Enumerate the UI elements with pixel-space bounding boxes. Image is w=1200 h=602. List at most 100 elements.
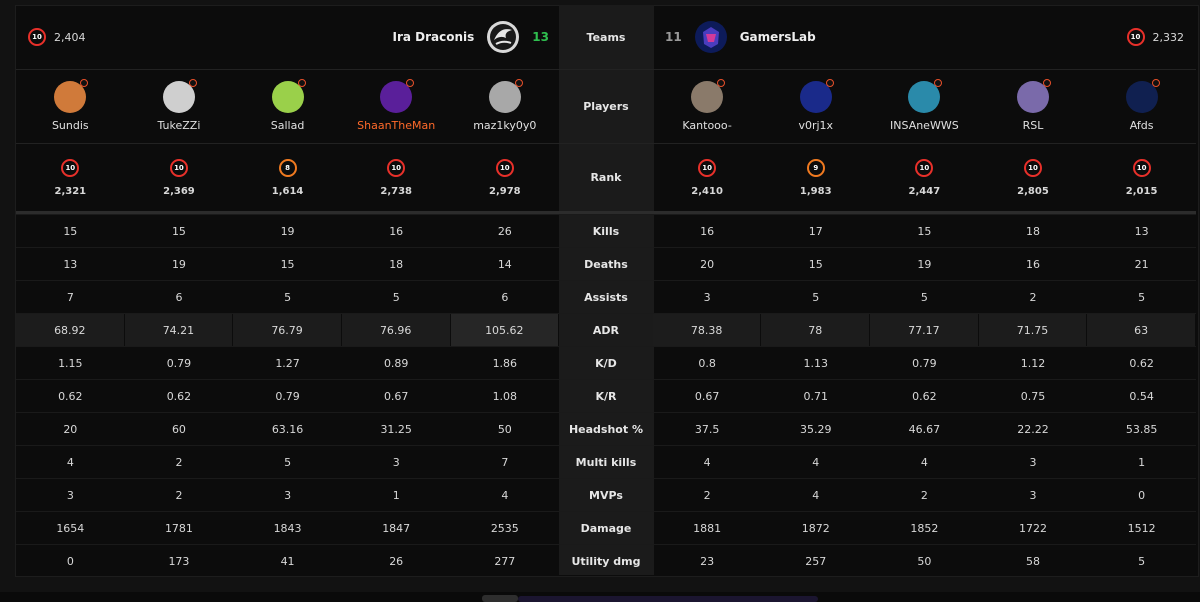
stat-value: 50 bbox=[497, 423, 512, 436]
stat-value: 15 bbox=[63, 225, 78, 238]
stat-value: 41 bbox=[280, 555, 295, 568]
player-card[interactable]: maz1ky0y0 bbox=[451, 70, 560, 143]
stat-value: 5 bbox=[392, 291, 400, 304]
center-label-column bbox=[559, 5, 654, 575]
avatar[interactable] bbox=[691, 79, 726, 113]
stat-label: MVPs bbox=[589, 489, 623, 502]
stat-value: 13 bbox=[63, 258, 78, 271]
stat-row-kills: 15 15 19 16 26 Kills 16 17 15 18 13 bbox=[16, 214, 1196, 248]
team-elo: 2,332 bbox=[1152, 30, 1185, 44]
player-card[interactable]: ShaanTheMan bbox=[342, 70, 451, 143]
team-name[interactable]: Ira Draconis bbox=[392, 30, 475, 44]
level-badge-icon: 10 bbox=[915, 158, 934, 177]
stat-value: 0.62 bbox=[912, 390, 937, 403]
stat-label: Assists bbox=[584, 291, 628, 304]
avatar[interactable] bbox=[54, 79, 89, 113]
player-elo: 2,015 bbox=[1125, 185, 1158, 197]
player-elo: 2,369 bbox=[163, 185, 195, 197]
stat-value: 5 bbox=[812, 291, 820, 304]
stat-value: 71.75 bbox=[978, 314, 1088, 347]
player-card[interactable]: Afds bbox=[1087, 70, 1196, 143]
avatar[interactable] bbox=[380, 79, 415, 113]
stat-value: 74.21 bbox=[124, 314, 234, 347]
stat-value: 46.67 bbox=[908, 423, 941, 436]
teams-row: 10 2,404 Ira Draconis 13 Teams 11 Gamers… bbox=[16, 5, 1196, 70]
player-name[interactable]: TukeZZi bbox=[157, 119, 201, 132]
stat-value: 1.08 bbox=[492, 390, 518, 403]
stat-value: 22.22 bbox=[1017, 423, 1049, 436]
player-name[interactable]: Sundis bbox=[51, 119, 89, 132]
stat-value: 1.86 bbox=[492, 357, 518, 370]
stat-value: 4 bbox=[703, 456, 711, 469]
avatar[interactable] bbox=[488, 79, 523, 113]
stat-value: 1881 bbox=[693, 522, 722, 535]
players-row: Sundis TukeZZi Sallad ShaanTheMan maz1ky… bbox=[16, 70, 1196, 144]
stat-value: 1847 bbox=[382, 522, 411, 535]
player-elo: 2,410 bbox=[691, 185, 723, 197]
player-name[interactable]: Kantooo- bbox=[682, 119, 732, 132]
stat-value: 4 bbox=[812, 456, 820, 469]
stat-value: 1722 bbox=[1019, 522, 1047, 535]
avatar[interactable] bbox=[799, 79, 834, 113]
avatar[interactable] bbox=[162, 79, 197, 113]
avatar[interactable] bbox=[1017, 79, 1051, 113]
stat-value: 5 bbox=[284, 291, 292, 304]
avatar[interactable] bbox=[1125, 79, 1160, 113]
stat-value: 277 bbox=[494, 555, 516, 568]
level-badge-icon: 10 bbox=[495, 158, 514, 177]
team-name[interactable]: GamersLab bbox=[739, 30, 816, 44]
stat-value: 16 bbox=[1026, 258, 1040, 271]
players-label: Players bbox=[583, 100, 629, 113]
stat-value: 15 bbox=[171, 225, 186, 238]
player-elo: 1,614 bbox=[271, 185, 304, 197]
player-name[interactable]: Sallad bbox=[270, 119, 305, 132]
stat-value: 60 bbox=[171, 423, 186, 436]
player-elo: 2,321 bbox=[54, 185, 87, 197]
stat-value: 20 bbox=[63, 423, 78, 436]
stat-value: 58 bbox=[1026, 555, 1040, 568]
team-logo-icon[interactable] bbox=[486, 20, 520, 54]
stat-value: 5 bbox=[284, 456, 292, 469]
team-logo-icon[interactable] bbox=[694, 20, 728, 54]
player-name[interactable]: INSAneWWS bbox=[890, 119, 959, 132]
stat-row-kr: 0.62 0.62 0.79 0.67 1.08 K/R 0.67 0.71 0… bbox=[16, 379, 1196, 413]
stat-value: 0 bbox=[1138, 489, 1146, 502]
player-card[interactable]: INSAneWWS bbox=[870, 70, 979, 143]
level-badge-icon: 10 bbox=[61, 158, 80, 177]
rank-label: Rank bbox=[590, 171, 622, 184]
player-card[interactable]: TukeZZi bbox=[125, 70, 234, 143]
avatar[interactable] bbox=[271, 79, 306, 113]
player-card[interactable]: Sundis bbox=[16, 70, 125, 143]
stat-value: 15 bbox=[917, 225, 932, 238]
player-name[interactable]: maz1ky0y0 bbox=[473, 119, 537, 132]
stat-value: 2535 bbox=[490, 522, 519, 535]
stat-value: 2 bbox=[703, 489, 711, 502]
player-card[interactable]: RSL bbox=[979, 70, 1088, 143]
stat-value: 105.62 bbox=[450, 314, 560, 347]
stat-row-mvps: 3 2 3 1 4 MVPs 2 4 2 3 0 bbox=[16, 478, 1196, 512]
stat-value: 1843 bbox=[273, 522, 302, 535]
player-name[interactable]: Afds bbox=[1129, 119, 1154, 132]
stat-value: 15 bbox=[280, 258, 295, 271]
player-name[interactable]: v0rj1x bbox=[798, 119, 834, 132]
team-score: 13 bbox=[532, 30, 549, 44]
player-name[interactable]: RSL bbox=[1022, 119, 1044, 132]
stat-row-headshot: 20 60 63.16 31.25 50 Headshot % 37.5 35.… bbox=[16, 412, 1196, 446]
stat-value: 63.16 bbox=[271, 423, 304, 436]
player-card[interactable]: Sallad bbox=[233, 70, 342, 143]
stat-value: 18 bbox=[389, 258, 404, 271]
level-badge-icon: 10 bbox=[169, 158, 188, 177]
player-card[interactable]: v0rj1x bbox=[761, 70, 870, 143]
stat-value: 1.15 bbox=[58, 357, 83, 370]
scrollbar-thumb[interactable] bbox=[482, 595, 518, 602]
scrollbar-track-highlight bbox=[518, 596, 818, 602]
player-card[interactable]: Kantooo- bbox=[653, 70, 762, 143]
stat-row-kd: 1.15 0.79 1.27 0.89 1.86 K/D 0.8 1.13 0.… bbox=[16, 346, 1196, 380]
stat-value: 50 bbox=[917, 555, 932, 568]
avatar[interactable] bbox=[908, 79, 943, 113]
player-name[interactable]: ShaanTheMan bbox=[357, 119, 436, 132]
stat-value: 0.71 bbox=[803, 390, 829, 403]
stat-value: 78 bbox=[761, 314, 871, 347]
stat-value: 0.89 bbox=[383, 357, 409, 370]
stat-value: 5 bbox=[920, 291, 928, 304]
